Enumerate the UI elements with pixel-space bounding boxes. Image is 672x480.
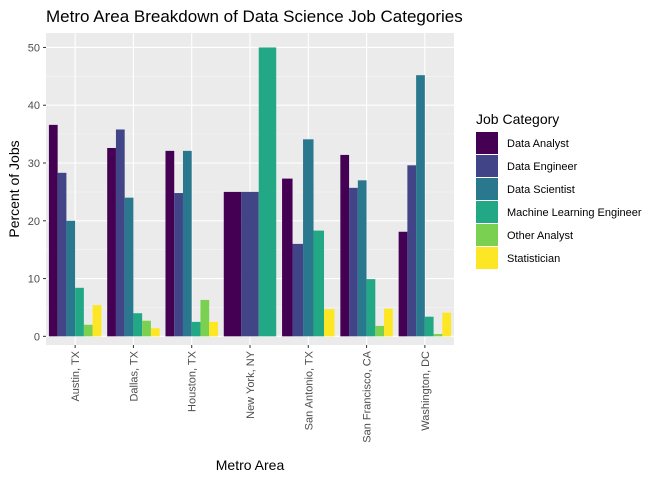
legend-key-data-engineer — [476, 155, 498, 177]
bar-austin-tx-machine-learning-engineer — [75, 287, 84, 337]
y-tick-label: 20 — [28, 216, 40, 228]
bar-san-antonio-tx-data-scientist — [303, 139, 314, 337]
bars — [48, 47, 452, 337]
bar-washington-dc-statistician — [442, 312, 452, 337]
bar-san-antonio-tx-statistician — [324, 309, 335, 337]
legend-key-statistician — [476, 247, 498, 269]
bar-austin-tx-data-analyst — [48, 124, 58, 337]
bar-san-francisco-ca-statistician — [384, 308, 393, 337]
bar-washington-dc-data-analyst — [398, 231, 408, 337]
y-axis: 0 10 20 30 40 50 — [28, 42, 46, 343]
bar-san-francisco-ca-other-analyst — [375, 325, 385, 337]
x-axis: Austin, TX Dallas, TX Houston, TX New York,… — [70, 345, 432, 443]
bar-houston-tx-other-analyst — [200, 299, 210, 337]
legend-label: Machine Learning Engineer — [507, 207, 642, 219]
legend-label: Statistician — [507, 253, 560, 265]
bar-dallas-tx-data-analyst — [107, 147, 116, 337]
y-axis-title: Percent of Jobs — [6, 140, 22, 237]
bar-houston-tx-statistician — [209, 321, 218, 337]
y-tick-label: 30 — [28, 158, 40, 170]
bar-houston-tx-data-analyst — [165, 150, 175, 337]
bar-new-york-ny-data-analyst — [223, 191, 242, 337]
x-tick-label: Houston, TX — [187, 350, 199, 412]
legend-label: Data Analyst — [507, 138, 569, 150]
bar-san-antonio-tx-data-engineer — [292, 243, 304, 337]
legend-label: Data Scientist — [507, 184, 575, 196]
bar-austin-tx-statistician — [92, 305, 102, 337]
legend-key-machine-learning-engineer — [476, 201, 498, 223]
bar-new-york-ny-data-engineer — [241, 191, 259, 337]
x-tick-label: Dallas, TX — [128, 350, 140, 401]
bar-dallas-tx-data-engineer — [115, 129, 125, 337]
bar-houston-tx-machine-learning-engineer — [191, 321, 201, 337]
x-tick-label: Washington, DC — [420, 351, 432, 431]
bar-houston-tx-data-scientist — [182, 150, 192, 337]
bar-austin-tx-data-scientist — [66, 220, 76, 337]
bar-austin-tx-other-analyst — [83, 324, 93, 337]
bar-washington-dc-other-analyst — [433, 334, 443, 337]
bar-san-antonio-tx-machine-learning-engineer — [313, 230, 325, 337]
bar-washington-dc-machine-learning-engineer — [424, 316, 434, 337]
legend-key-other-analyst — [476, 224, 498, 246]
y-tick-label: 50 — [28, 42, 40, 54]
legend: Job Category Data Analyst Data Engineer Da… — [476, 111, 642, 269]
x-tick-label: Austin, TX — [70, 350, 82, 401]
bar-dallas-tx-statistician — [150, 328, 160, 337]
legend-title: Job Category — [476, 111, 559, 127]
bar-dallas-tx-data-scientist — [124, 197, 134, 337]
legend-key-data-analyst — [476, 132, 498, 154]
bar-washington-dc-data-scientist — [416, 75, 425, 337]
x-tick-label: San Antonio, TX — [303, 350, 315, 430]
x-axis-title: Metro Area — [216, 457, 285, 473]
bar-new-york-ny-machine-learning-engineer — [258, 47, 277, 337]
bar-dallas-tx-machine-learning-engineer — [133, 313, 143, 337]
y-tick-label: 0 — [34, 331, 40, 343]
bar-houston-tx-data-engineer — [174, 193, 183, 337]
bar-san-francisco-ca-machine-learning-engineer — [366, 279, 376, 337]
x-tick-label: San Francisco, CA — [362, 350, 374, 442]
bar-washington-dc-data-engineer — [407, 165, 417, 337]
chart-title: Metro Area Breakdown of Data Science Job… — [46, 7, 463, 26]
bar-san-francisco-ca-data-analyst — [340, 154, 350, 337]
bar-austin-tx-data-engineer — [57, 172, 67, 337]
y-tick-label: 10 — [28, 274, 40, 286]
y-tick-label: 40 — [28, 100, 40, 112]
bar-dallas-tx-other-analyst — [142, 320, 151, 337]
x-tick-label: New York, NY — [245, 350, 257, 419]
bar-san-francisco-ca-data-engineer — [349, 187, 358, 337]
bar-san-francisco-ca-data-scientist — [357, 180, 367, 337]
legend-label: Other Analyst — [507, 230, 573, 242]
legend-label: Data Engineer — [507, 161, 578, 173]
legend-key-data-scientist — [476, 178, 498, 200]
bar-san-antonio-tx-data-analyst — [282, 178, 293, 337]
